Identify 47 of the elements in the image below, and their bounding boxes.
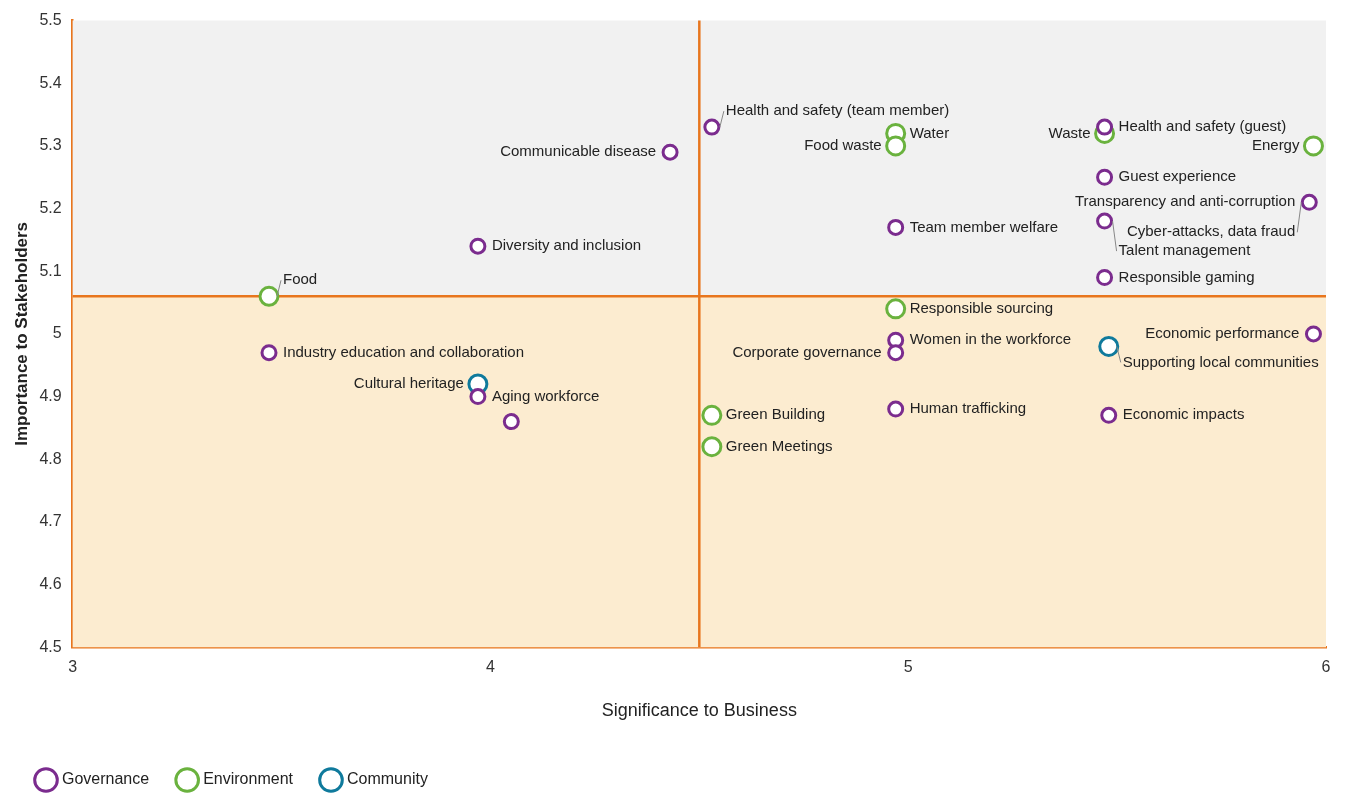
x-axis-title: Significance to Business bbox=[601, 700, 797, 721]
annotation: Cyber-attacks, data fraud bbox=[1126, 222, 1296, 240]
y-axis-title: Importance to Stakeholders bbox=[11, 221, 31, 446]
annotation: Health and safety (guest) bbox=[1118, 117, 1287, 135]
legend-label: Environment bbox=[203, 770, 294, 788]
annotation: Talent management bbox=[1118, 241, 1252, 259]
annotation: Team member welfare bbox=[909, 217, 1059, 235]
annotation: Industry education and collaboration bbox=[283, 342, 524, 360]
annotation: Water bbox=[909, 123, 950, 141]
legend-label: Community bbox=[346, 770, 428, 788]
annotation: Supporting local communities bbox=[1122, 352, 1319, 370]
annotation: Food waste bbox=[804, 136, 882, 154]
y-tick-label: 5.3 bbox=[39, 136, 62, 154]
x-tick-label: 4 bbox=[485, 658, 495, 676]
y-tick-label: 4.7 bbox=[39, 512, 62, 530]
annotation: Corporate governance bbox=[732, 342, 882, 360]
annotation: Green Meetings bbox=[725, 436, 833, 454]
y-tick-label: 4.5 bbox=[39, 637, 62, 655]
annotation: Transparency and anti-corruption bbox=[1074, 192, 1296, 210]
annotation: Diversity and inclusion bbox=[491, 236, 642, 254]
annotation: Communicable disease bbox=[500, 142, 657, 160]
x-tick-label: 3 bbox=[68, 658, 78, 676]
y-tick-label: 5.2 bbox=[39, 198, 62, 216]
y-tick-label: 5.5 bbox=[39, 11, 62, 29]
annotation: Responsible gaming bbox=[1118, 267, 1255, 285]
y-tick-label: 5.1 bbox=[39, 261, 62, 279]
y-tick-label: 4.6 bbox=[39, 574, 62, 592]
legend-label: Governance bbox=[62, 770, 150, 788]
annotation: Food bbox=[283, 270, 318, 288]
annotation: Responsible sourcing bbox=[909, 298, 1054, 316]
annotation: Energy bbox=[1251, 136, 1300, 154]
annotation: Health and safety (team member) bbox=[725, 101, 950, 119]
x-tick-label: 5 bbox=[903, 658, 913, 676]
y-tick-label: 4.8 bbox=[39, 449, 62, 467]
annotation: Aging workforce bbox=[491, 386, 600, 404]
annotation: Human trafficking bbox=[909, 399, 1027, 417]
annotation: Economic impacts bbox=[1122, 405, 1245, 423]
annotation: Guest experience bbox=[1118, 167, 1237, 185]
y-tick-label: 4.9 bbox=[39, 386, 62, 404]
x-tick-label: 6 bbox=[1321, 658, 1331, 676]
y-tick-label: 5 bbox=[52, 324, 62, 342]
annotation: Cultural heritage bbox=[353, 374, 464, 392]
annotation: Women in the workforce bbox=[909, 330, 1072, 348]
annotation: Green Building bbox=[725, 405, 826, 423]
annotation: Waste bbox=[1048, 123, 1091, 141]
y-tick-label: 5.4 bbox=[39, 73, 62, 91]
annotation: Economic performance bbox=[1145, 324, 1300, 342]
